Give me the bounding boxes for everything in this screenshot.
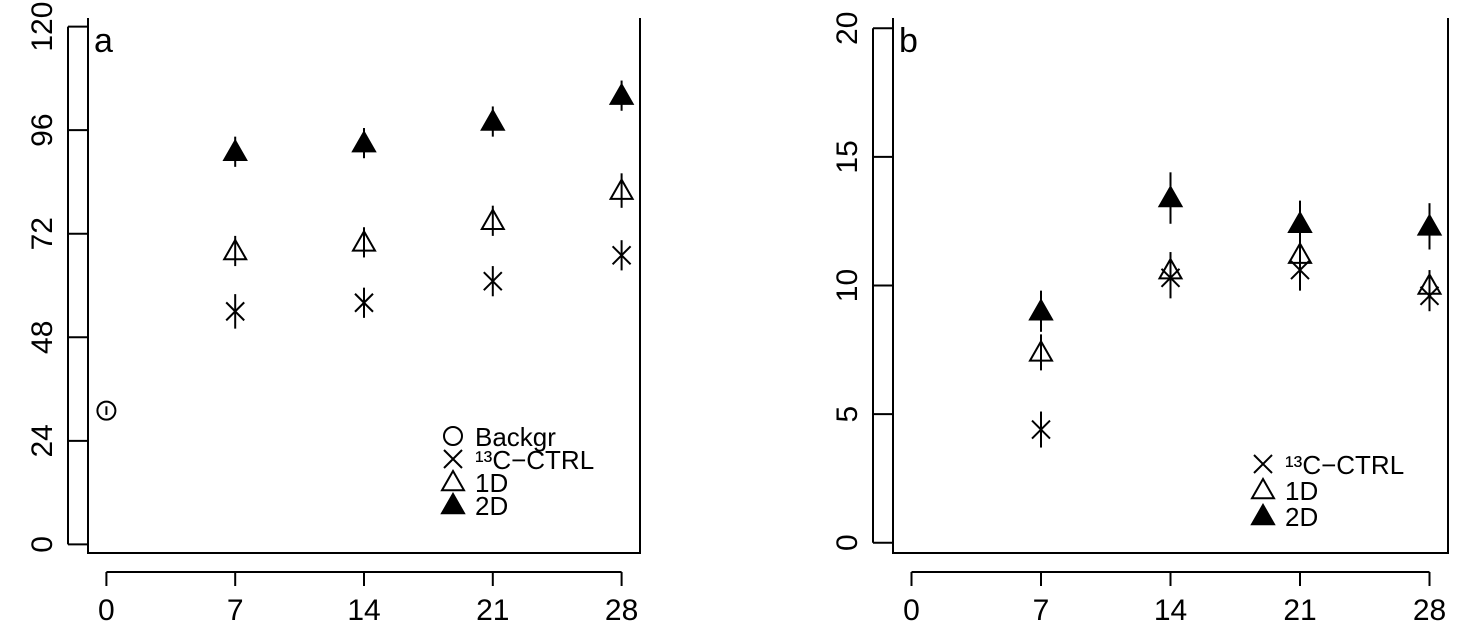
x-tick-label: 28 — [1413, 594, 1446, 627]
legend-label: 1D — [475, 468, 508, 498]
data-point — [351, 229, 377, 252]
data-point — [611, 245, 632, 266]
data-point — [1287, 241, 1313, 264]
series-1D — [1028, 236, 1443, 371]
legend-label: Backgr — [475, 422, 556, 452]
data-point — [1031, 419, 1051, 440]
legend-label: 2D — [1285, 502, 1318, 532]
y-tick-label: 5 — [831, 406, 864, 423]
x-tick-label: 0 — [903, 594, 920, 627]
legend-marker — [440, 468, 466, 492]
data-point — [1028, 339, 1054, 362]
legend-label: 2D — [475, 491, 508, 521]
data-point — [1416, 272, 1443, 295]
y-tick-label: 15 — [831, 140, 864, 173]
y-tick-label: 10 — [831, 269, 864, 302]
data-point — [222, 237, 248, 261]
panel-label: a — [94, 22, 113, 60]
series-2D — [1028, 172, 1443, 332]
x-tick-label: 28 — [605, 594, 638, 627]
series-1D — [222, 173, 635, 267]
x-tick-label: 21 — [476, 594, 509, 627]
y-tick-label: 0 — [26, 536, 59, 553]
series-2D — [222, 80, 635, 167]
data-point — [1416, 213, 1443, 236]
data-point — [96, 400, 117, 421]
data-point — [354, 293, 374, 313]
data-point — [480, 207, 506, 231]
plot-frame — [87, 18, 641, 554]
y-tick-label: 24 — [26, 424, 59, 457]
legend-label: ¹³C−CTRL — [1285, 450, 1404, 480]
data-point — [608, 82, 635, 105]
data-point — [351, 130, 377, 153]
series--C-CTRL — [1031, 249, 1440, 448]
y-tick-label: 0 — [831, 534, 864, 551]
legend-marker — [1253, 454, 1273, 474]
y-tick-label: 48 — [26, 321, 59, 354]
data-point — [222, 138, 248, 161]
legend-label: 1D — [1285, 476, 1318, 506]
data-point — [608, 177, 635, 200]
data-point — [480, 108, 506, 131]
data-point — [225, 301, 245, 322]
data-point — [483, 271, 503, 291]
x-tick-label: 0 — [98, 594, 115, 627]
legend-marker — [1250, 502, 1276, 526]
data-point — [1287, 210, 1313, 234]
panel-label: b — [899, 22, 918, 60]
data-point — [1028, 298, 1054, 321]
legend-label: ¹³C−CTRL — [475, 445, 594, 475]
x-tick-label: 14 — [1154, 594, 1187, 627]
legend-marker — [1250, 476, 1276, 500]
data-point — [1157, 185, 1184, 208]
y-tick-label: 96 — [26, 113, 59, 146]
legend-marker — [443, 449, 463, 469]
series-Backgr — [96, 400, 117, 421]
legend-marker — [443, 426, 463, 446]
data-point — [1157, 257, 1184, 280]
legend-marker — [440, 491, 466, 515]
x-tick-label: 7 — [227, 594, 244, 627]
y-tick-label: 20 — [831, 12, 864, 45]
x-tick-label: 14 — [347, 594, 380, 627]
y-tick-label: 72 — [26, 217, 59, 250]
x-tick-label: 21 — [1283, 594, 1316, 627]
x-tick-label: 7 — [1033, 594, 1050, 627]
y-tick-label: 120 — [26, 2, 59, 52]
series--C-CTRL — [225, 240, 632, 329]
